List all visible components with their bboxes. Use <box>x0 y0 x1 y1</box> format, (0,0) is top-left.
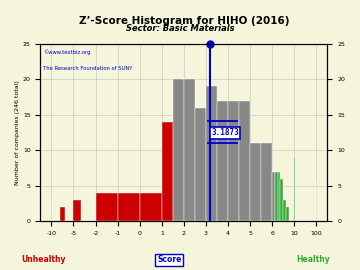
Bar <box>286 207 289 221</box>
Text: The Research Foundation of SUNY: The Research Foundation of SUNY <box>43 66 133 71</box>
Y-axis label: Number of companies (246 total): Number of companies (246 total) <box>15 80 20 185</box>
Text: Unhealthy: Unhealthy <box>21 255 66 264</box>
Bar <box>162 122 173 221</box>
Bar <box>280 179 283 221</box>
Text: Score: Score <box>157 255 181 264</box>
Bar <box>60 207 65 221</box>
Bar <box>278 172 280 221</box>
Bar <box>261 143 272 221</box>
Bar <box>184 79 195 221</box>
Bar <box>195 108 206 221</box>
Text: ©www.textbiz.org: ©www.textbiz.org <box>43 49 91 55</box>
Bar <box>173 79 184 221</box>
Bar <box>206 86 217 221</box>
Text: 3.1873: 3.1873 <box>211 128 239 137</box>
Text: Healthy: Healthy <box>296 255 330 264</box>
Bar <box>95 193 118 221</box>
Text: Sector: Basic Materials: Sector: Basic Materials <box>126 24 234 33</box>
Bar <box>140 193 162 221</box>
Bar <box>228 101 239 221</box>
Title: Z’-Score Histogram for HIHO (2016): Z’-Score Histogram for HIHO (2016) <box>78 16 289 26</box>
Bar <box>239 101 250 221</box>
Bar <box>250 143 261 221</box>
Bar <box>73 200 81 221</box>
Bar <box>272 172 275 221</box>
Bar <box>283 200 286 221</box>
Bar <box>275 172 278 221</box>
Bar <box>217 101 228 221</box>
Bar <box>118 193 140 221</box>
